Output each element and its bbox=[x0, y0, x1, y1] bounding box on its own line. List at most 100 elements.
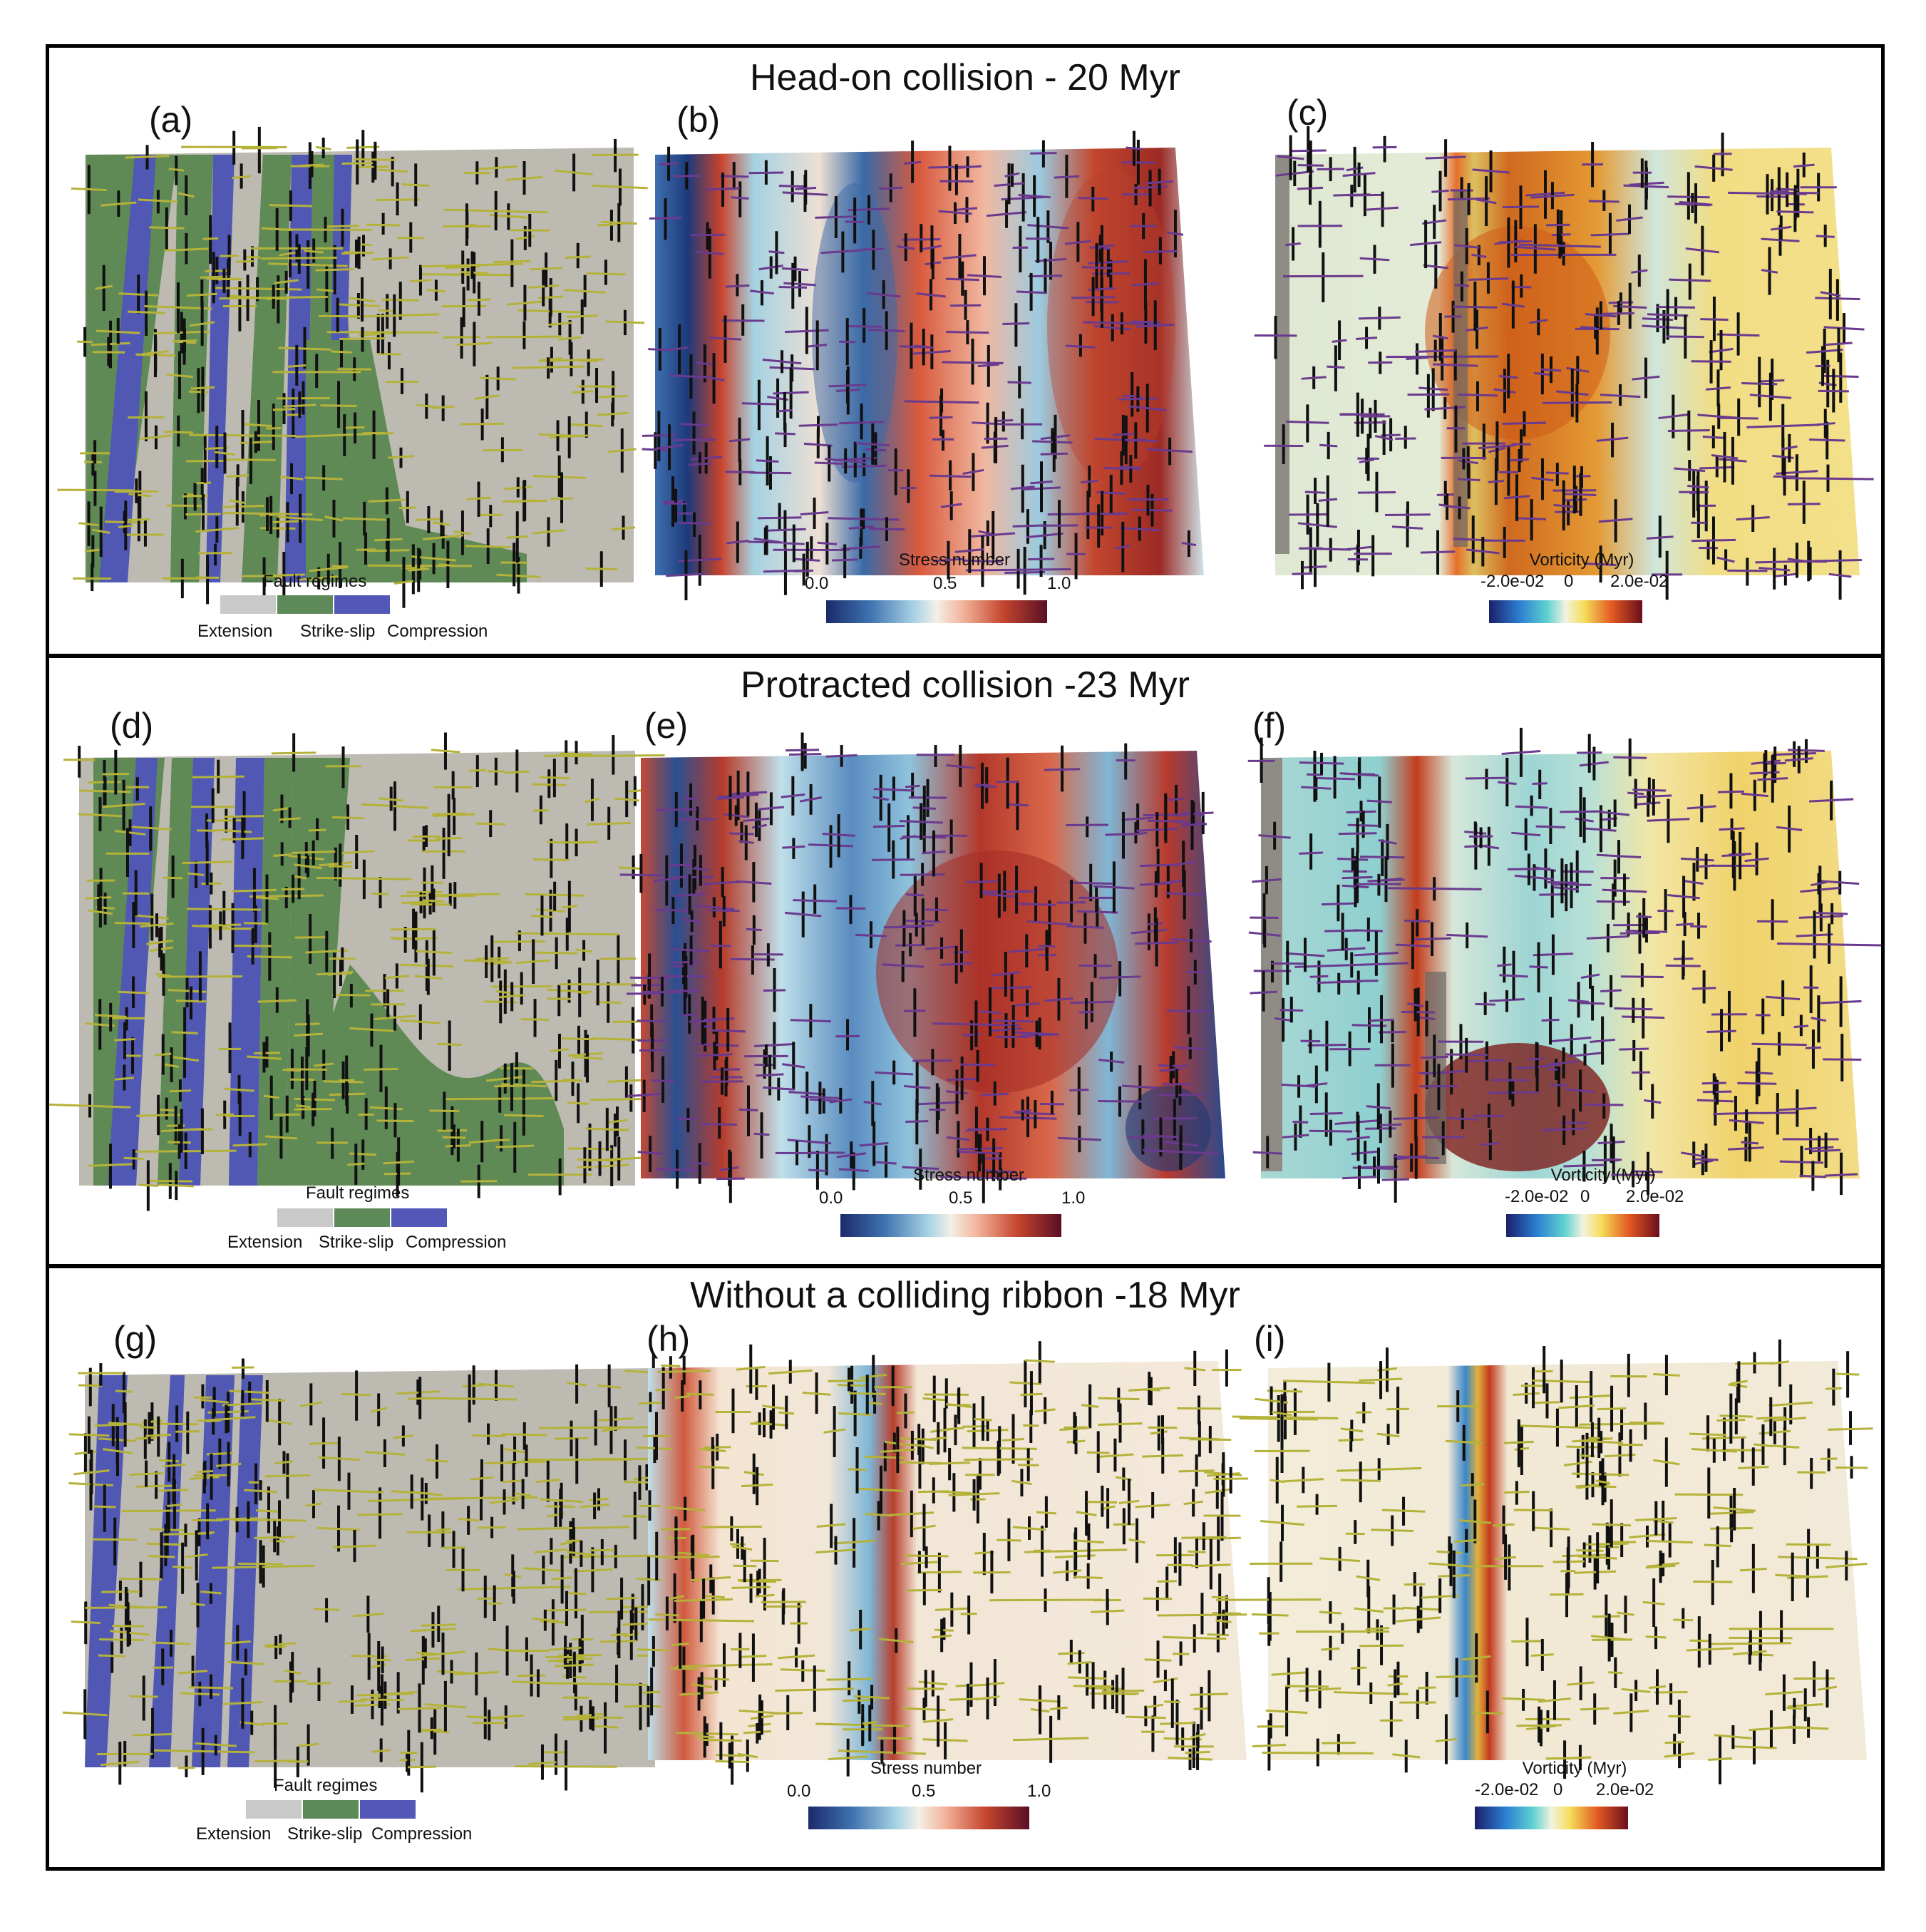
stick bbox=[180, 1692, 220, 1696]
stick bbox=[800, 796, 823, 803]
stick bbox=[475, 822, 505, 826]
stick bbox=[187, 872, 205, 876]
stick bbox=[155, 1052, 172, 1057]
stick bbox=[666, 1555, 720, 1558]
stick bbox=[539, 358, 604, 362]
stick bbox=[1066, 1439, 1086, 1444]
stick bbox=[1793, 1024, 1809, 1029]
stick bbox=[234, 945, 272, 947]
stick bbox=[743, 817, 770, 822]
stick bbox=[670, 1667, 698, 1670]
stick bbox=[478, 1526, 507, 1529]
stick bbox=[1597, 1140, 1625, 1145]
stick bbox=[1616, 216, 1643, 222]
stick bbox=[274, 1460, 294, 1465]
stick bbox=[550, 1048, 569, 1052]
stick bbox=[575, 948, 592, 953]
stick bbox=[1036, 1511, 1056, 1515]
stick bbox=[754, 1042, 795, 1047]
stick bbox=[535, 1478, 560, 1484]
stick bbox=[1128, 405, 1167, 411]
stick bbox=[1294, 962, 1409, 968]
stick bbox=[216, 1517, 258, 1521]
stick bbox=[1757, 777, 1788, 781]
stick bbox=[219, 295, 328, 300]
stick bbox=[673, 175, 701, 178]
stick bbox=[637, 1446, 673, 1451]
stick bbox=[1136, 323, 1175, 328]
row-title: Head-on collision - 20 Myr bbox=[749, 57, 1181, 98]
stick bbox=[680, 423, 708, 427]
fault-legend-title: Fault regimes bbox=[306, 1183, 410, 1203]
strike-slip-region bbox=[306, 340, 527, 582]
stick bbox=[1568, 1052, 1602, 1058]
stick bbox=[738, 1709, 781, 1715]
stick bbox=[175, 1000, 207, 1003]
stick bbox=[1322, 1742, 1356, 1745]
stick bbox=[1354, 1607, 1384, 1613]
stick bbox=[932, 1022, 1020, 1027]
stick bbox=[336, 303, 381, 307]
stick bbox=[1613, 1710, 1649, 1715]
stick bbox=[1598, 1546, 1619, 1548]
stick bbox=[525, 893, 585, 897]
stick bbox=[648, 348, 672, 351]
stick bbox=[1541, 1018, 1560, 1022]
stick bbox=[478, 1382, 515, 1388]
stick bbox=[162, 1463, 186, 1468]
stick bbox=[1184, 1367, 1206, 1372]
stick bbox=[922, 1738, 968, 1742]
stick bbox=[1319, 443, 1338, 448]
stick bbox=[838, 1168, 869, 1173]
stick bbox=[349, 297, 376, 303]
stress-orientation-sticks bbox=[1254, 126, 1874, 600]
stick bbox=[1666, 335, 1704, 339]
stick bbox=[300, 163, 324, 168]
stick bbox=[904, 160, 922, 165]
stick bbox=[1262, 1751, 1374, 1754]
stick bbox=[1635, 794, 1672, 798]
stick bbox=[170, 1055, 200, 1062]
stick bbox=[457, 1586, 571, 1591]
stick bbox=[1518, 243, 1601, 248]
stick bbox=[1585, 562, 1617, 566]
stick bbox=[1811, 1149, 1841, 1153]
stick bbox=[1548, 1059, 1580, 1066]
stick bbox=[193, 1474, 230, 1477]
stress-colorbar bbox=[826, 600, 1047, 623]
fault-legend-compression: Compression bbox=[387, 622, 488, 641]
stress-orientation-sticks bbox=[62, 1352, 682, 1793]
stick bbox=[1340, 1479, 1381, 1482]
stick bbox=[1653, 1459, 1680, 1466]
stick bbox=[828, 1755, 868, 1761]
stick bbox=[1538, 1697, 1571, 1703]
stick bbox=[349, 1152, 377, 1156]
stick bbox=[703, 375, 725, 382]
stick bbox=[682, 918, 702, 924]
stick bbox=[778, 286, 808, 289]
stick bbox=[247, 1055, 282, 1060]
stick bbox=[1136, 827, 1178, 832]
stick bbox=[192, 775, 244, 779]
stick bbox=[1177, 1407, 1221, 1410]
stick bbox=[1435, 1737, 1458, 1742]
stick bbox=[471, 1434, 505, 1438]
stick bbox=[164, 247, 209, 252]
stick bbox=[1586, 1542, 1629, 1546]
stick bbox=[1067, 1660, 1092, 1665]
stick bbox=[674, 1394, 691, 1399]
stick bbox=[820, 249, 865, 255]
stick bbox=[562, 1037, 596, 1041]
stick bbox=[168, 168, 185, 172]
stick bbox=[85, 1605, 168, 1609]
stick bbox=[943, 254, 977, 260]
stick bbox=[151, 1641, 191, 1645]
stick bbox=[899, 345, 924, 349]
stick bbox=[1817, 1685, 1838, 1691]
stick bbox=[1275, 170, 1314, 177]
stick bbox=[838, 1384, 866, 1387]
stick bbox=[400, 1019, 441, 1024]
stick bbox=[710, 1029, 746, 1033]
stick bbox=[1094, 438, 1158, 443]
stick bbox=[1447, 197, 1490, 201]
